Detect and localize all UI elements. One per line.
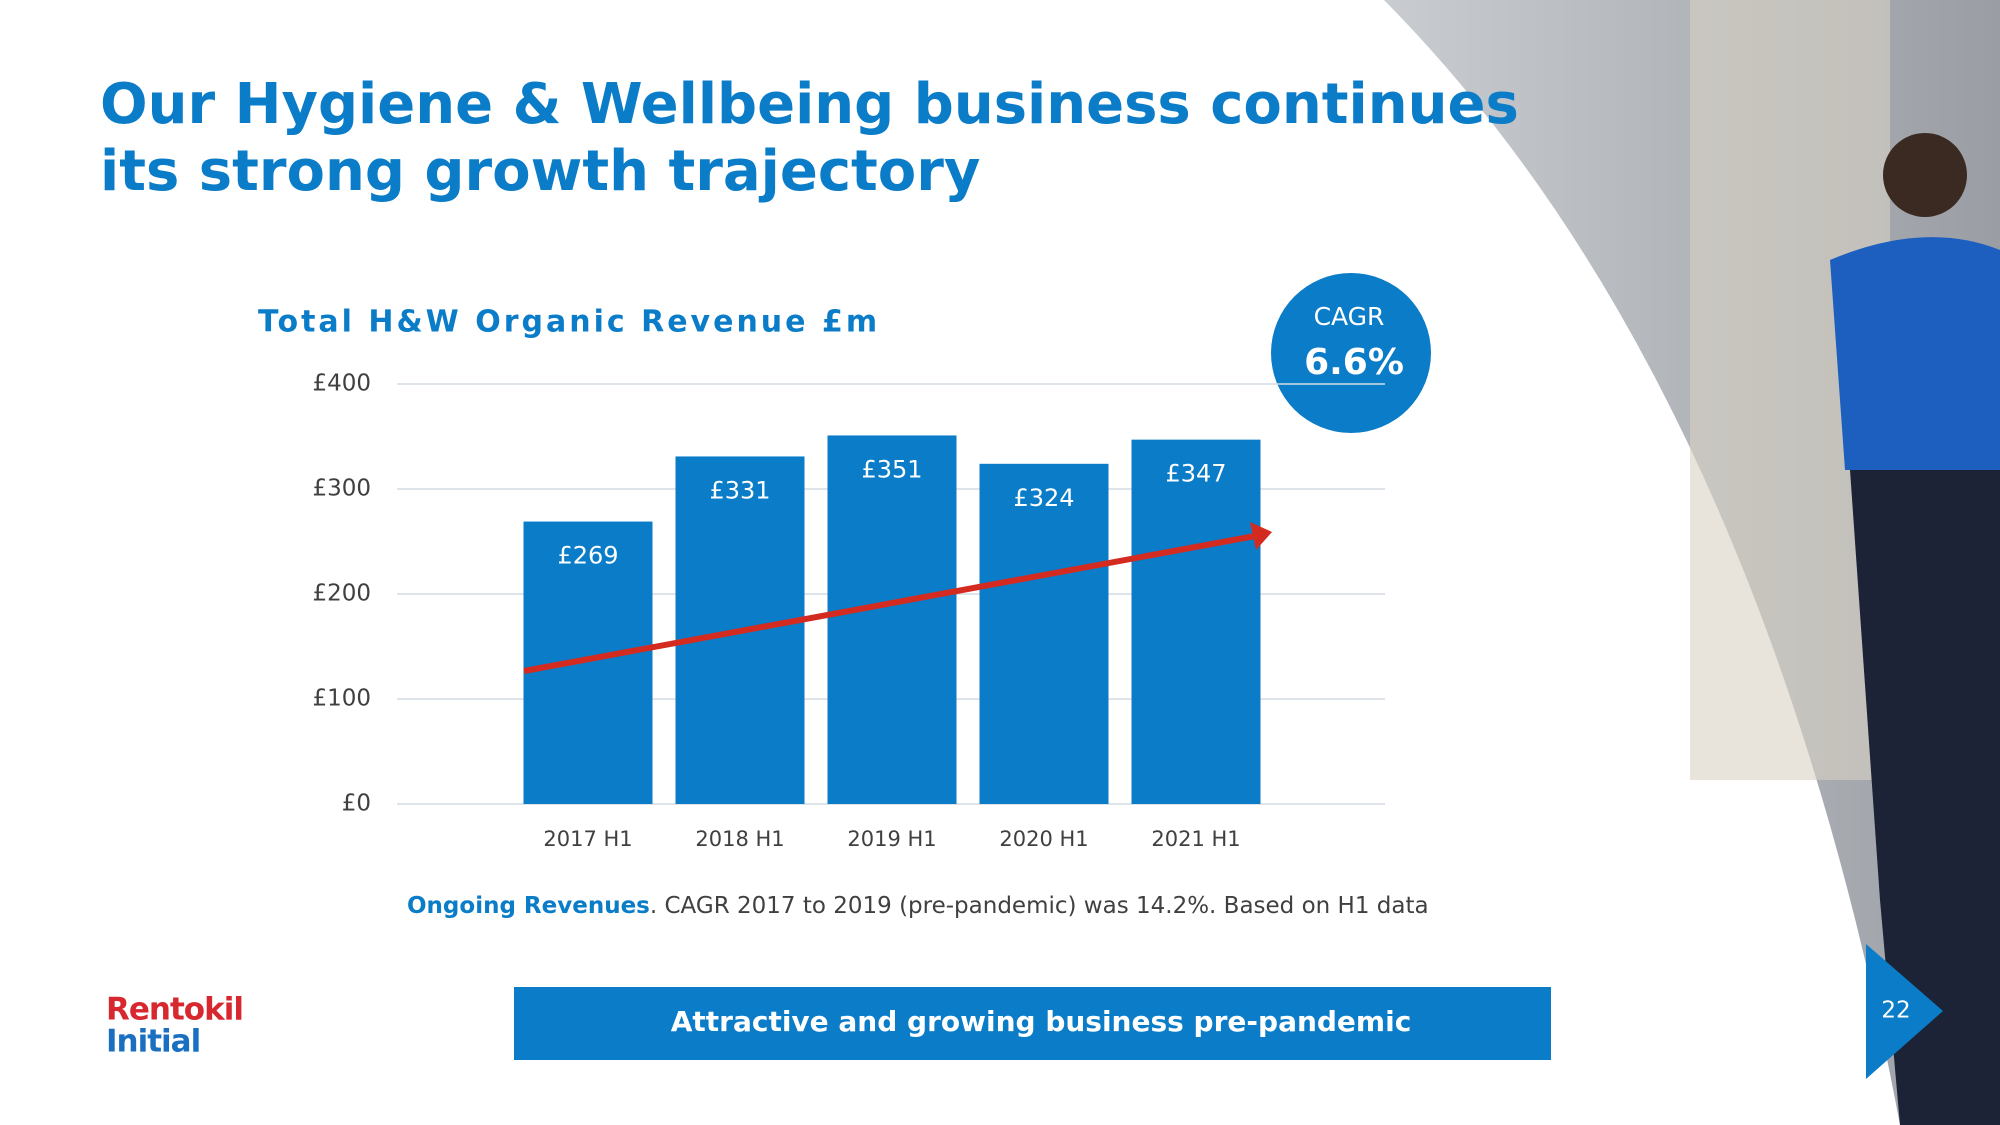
value-label: £347 (1165, 460, 1226, 488)
chart-title: Total H&W Organic Revenue £m (258, 305, 880, 340)
cagr-badge (1271, 273, 1431, 433)
y-tick-label: £0 (342, 791, 371, 817)
value-label: £351 (861, 455, 922, 483)
bar (979, 463, 1109, 804)
footnote: Ongoing Revenues. CAGR 2017 to 2019 (pre… (407, 893, 1429, 919)
x-tick-label: 2018 H1 (695, 827, 784, 851)
trend-arrow-head (1250, 522, 1272, 550)
banner-text: Attractive and growing business pre-pand… (671, 1005, 1412, 1038)
x-tick-label: 2019 H1 (847, 827, 936, 851)
photo-person-shirt (1830, 237, 2000, 470)
bar (523, 521, 653, 804)
bar (827, 435, 957, 804)
trend-arrow (523, 533, 1256, 674)
footnote-highlight: Ongoing Revenues (407, 893, 650, 919)
banner (514, 987, 1551, 1060)
footnote-text: . CAGR 2017 to 2019 (pre-pandemic) was 1… (650, 893, 1429, 919)
logo-rentokil: Rentokil (106, 992, 243, 1028)
value-label: £331 (709, 476, 770, 504)
y-tick-label: £300 (312, 476, 371, 502)
value-label: £324 (1013, 484, 1074, 512)
photo-person-head (1883, 133, 1967, 217)
cagr-value: 6.6% (1304, 342, 1404, 383)
cagr-label: CAGR (1314, 302, 1385, 331)
bar (1131, 439, 1261, 804)
y-tick-label: £200 (312, 581, 371, 607)
logo-initial: Initial (106, 1024, 200, 1060)
x-tick-label: 2017 H1 (543, 827, 632, 851)
value-label: £269 (557, 542, 618, 570)
slide-title: Our Hygiene & Wellbeing business continu… (100, 72, 1519, 137)
plot: £0 £100 £200 £300 £400 2017 H1 £269 2018 H1 £331… (312, 371, 1385, 851)
y-tick-label: £400 (312, 371, 371, 397)
x-tick-label: 2020 H1 (999, 827, 1088, 851)
page-number: 22 (1881, 998, 1910, 1024)
photo-person-trousers (1850, 470, 2000, 1125)
x-tick-label: 2021 H1 (1151, 827, 1240, 851)
slide-title: its strong growth trajectory (100, 139, 980, 204)
page-marker (1866, 944, 1943, 1079)
y-tick-label: £100 (312, 686, 371, 712)
